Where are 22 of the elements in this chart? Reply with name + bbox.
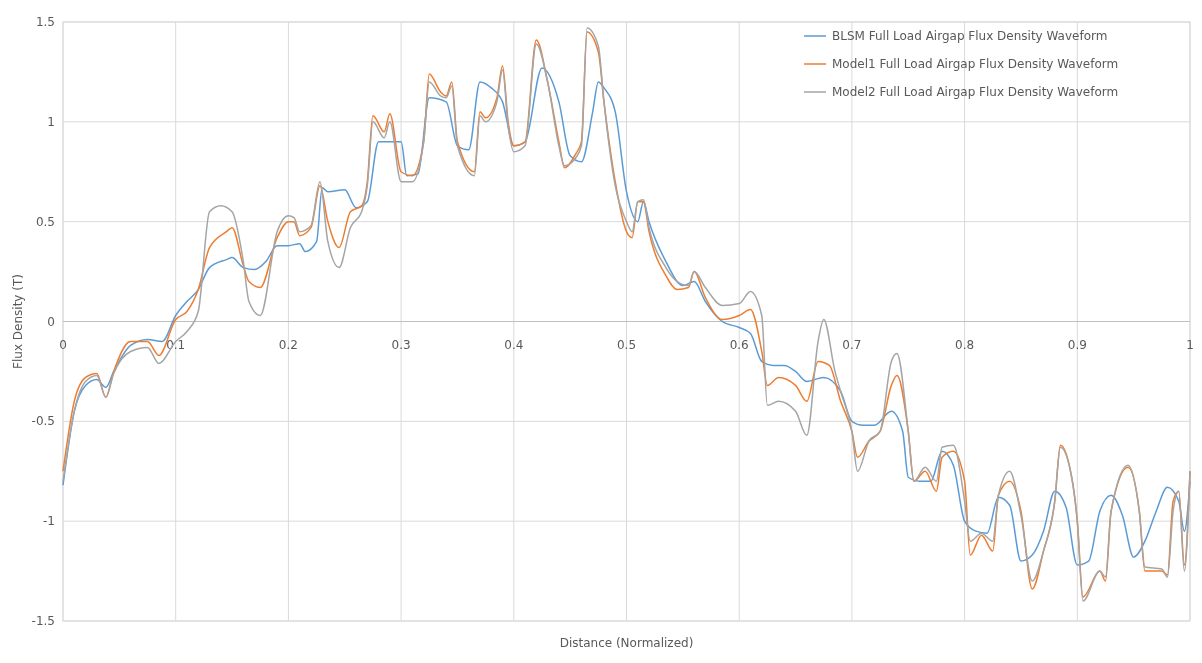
- x-tick-label: 0.2: [278, 337, 298, 352]
- legend-label: Model2 Full Load Airgap Flux Density Waveform: [832, 85, 1119, 99]
- y-tick-label: 1.5: [35, 15, 55, 29]
- y-tick-label: -1: [43, 514, 55, 529]
- x-tick-label: 0.5: [616, 337, 637, 352]
- x-tick-label: 0.7: [842, 337, 862, 352]
- x-tick-label: 0: [59, 337, 67, 352]
- x-tick-label: 0.8: [955, 337, 975, 352]
- x-tick-label: 0.3: [391, 337, 411, 352]
- y-tick-label: 0: [47, 314, 55, 329]
- y-tick-label: -1.5: [31, 614, 55, 628]
- y-tick-label: 1: [47, 114, 55, 129]
- x-tick-label: 0.4: [504, 337, 524, 352]
- x-axis-title: Distance (Normalized): [559, 636, 694, 650]
- y-tick-label: -0.5: [31, 414, 55, 429]
- y-tick-label: 0.5: [35, 214, 55, 229]
- x-tick-label: 0.6: [729, 337, 749, 352]
- x-tick-label: 0.9: [1067, 337, 1087, 352]
- y-axis-title: Flux Density (T): [11, 274, 25, 369]
- legend-label: Model1 Full Load Airgap Flux Density Waveform: [832, 57, 1119, 71]
- legend-label: BLSM Full Load Airgap Flux Density Waveform: [832, 29, 1108, 43]
- x-tick-label: 1: [1186, 337, 1194, 352]
